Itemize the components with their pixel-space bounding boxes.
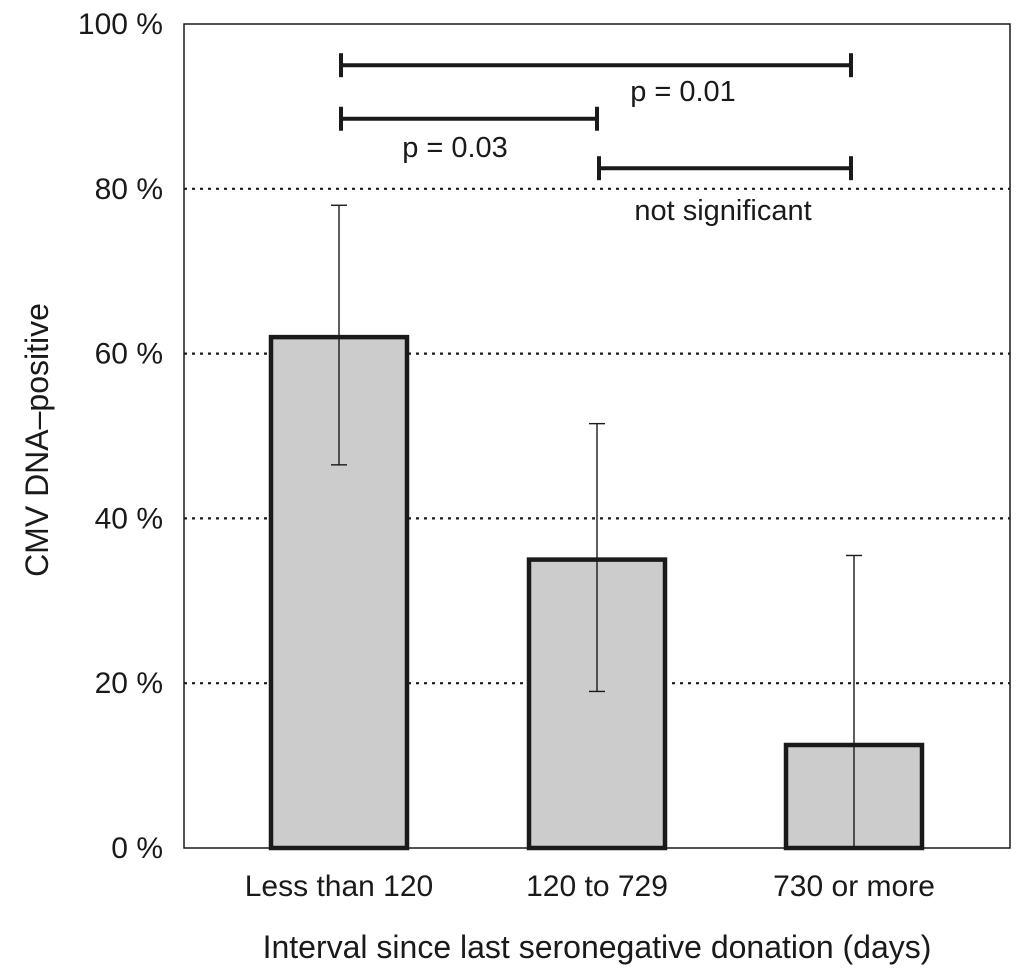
y-tick-label: 60 % bbox=[95, 338, 163, 371]
x-categories: Less than 120 120 to 729 730 or more bbox=[245, 870, 935, 903]
x-category-label: Less than 120 bbox=[245, 870, 433, 903]
y-tick-label: 20 % bbox=[95, 667, 163, 700]
significance-label: not significant bbox=[634, 195, 811, 227]
plot-frame bbox=[183, 23, 1011, 849]
y-tick-label: 0 % bbox=[111, 832, 163, 865]
y-tick-label: 80 % bbox=[95, 173, 163, 206]
x-axis-title: Interval since last seronegative donatio… bbox=[263, 929, 932, 965]
significance-label: p = 0.01 bbox=[630, 76, 736, 108]
y-axis-title: CMV DNA–positive bbox=[19, 303, 55, 577]
x-category-label: 120 to 729 bbox=[526, 870, 668, 903]
y-ticks: 0 % 20 % 40 % 60 % 80 % 100 % bbox=[78, 8, 163, 865]
x-category-label: 730 or more bbox=[773, 870, 935, 903]
significance-brackets: p = 0.01 p = 0.03 not significant bbox=[339, 53, 853, 227]
error-bars bbox=[331, 204, 862, 848]
y-tick-label: 40 % bbox=[95, 502, 163, 535]
y-tick-label: 100 % bbox=[78, 8, 163, 41]
significance-label: p = 0.03 bbox=[402, 132, 508, 164]
